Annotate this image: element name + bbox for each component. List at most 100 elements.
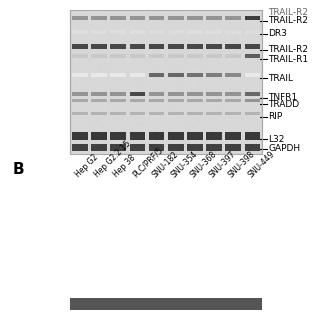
Point	[214, 132, 219, 137]
Point	[196, 74, 201, 79]
Point	[144, 36, 149, 42]
Point	[85, 114, 91, 119]
Point	[209, 145, 214, 150]
Point	[174, 95, 179, 100]
Point	[134, 132, 140, 137]
Point	[144, 79, 149, 84]
Point	[200, 99, 205, 104]
Point	[85, 143, 90, 148]
Point	[183, 77, 188, 83]
Point	[233, 98, 238, 103]
Point	[214, 8, 219, 13]
Point	[164, 45, 169, 50]
Point	[111, 85, 116, 90]
Point	[252, 34, 257, 39]
Point	[123, 29, 128, 34]
Point	[143, 91, 148, 96]
Point	[177, 95, 182, 100]
Point	[151, 68, 156, 73]
Point	[74, 127, 79, 132]
Point	[222, 39, 228, 44]
Point	[70, 36, 76, 42]
Point	[156, 88, 162, 93]
Point	[102, 19, 108, 24]
Point	[195, 31, 200, 36]
Point	[78, 38, 83, 43]
Point	[214, 100, 219, 105]
Point	[197, 122, 203, 127]
Point	[219, 102, 224, 107]
Point	[252, 106, 258, 111]
Point	[139, 121, 144, 126]
Point	[243, 142, 248, 148]
Point	[257, 95, 262, 100]
Point	[120, 111, 125, 116]
Point	[156, 132, 162, 137]
Point	[232, 90, 237, 95]
Point	[120, 144, 125, 149]
Point	[160, 55, 165, 60]
Point	[249, 16, 254, 21]
Point	[100, 58, 105, 63]
Point	[128, 41, 133, 46]
Point	[249, 132, 254, 138]
Point	[135, 68, 140, 73]
Point	[145, 136, 150, 141]
Point	[110, 33, 116, 38]
Point	[115, 33, 120, 38]
Point	[165, 19, 171, 24]
Point	[186, 82, 191, 87]
Point	[100, 144, 105, 149]
Point	[121, 86, 126, 91]
Point	[209, 14, 214, 19]
Point	[215, 117, 220, 123]
Point	[235, 74, 240, 79]
Point	[226, 69, 231, 74]
Point	[183, 34, 188, 39]
Point	[241, 66, 246, 71]
Point	[82, 118, 87, 124]
Point	[88, 89, 93, 94]
Point	[91, 72, 96, 77]
Point	[234, 47, 239, 52]
Point	[244, 67, 249, 72]
Point	[149, 22, 154, 27]
Point	[172, 101, 177, 106]
Point	[190, 46, 195, 51]
Point	[139, 15, 144, 20]
Point	[217, 85, 222, 91]
Point	[106, 15, 111, 20]
Point	[138, 148, 143, 153]
Point	[198, 79, 203, 84]
Point	[155, 103, 160, 108]
Point	[222, 131, 227, 136]
Point	[120, 76, 125, 81]
Point	[124, 52, 129, 58]
Point	[134, 32, 139, 37]
Point	[174, 131, 180, 136]
Point	[106, 63, 111, 68]
Point	[203, 70, 208, 76]
Point	[82, 149, 87, 154]
Point	[212, 149, 217, 154]
Point	[102, 71, 107, 76]
Point	[123, 59, 128, 64]
Point	[217, 67, 222, 72]
Point	[171, 19, 176, 24]
Point	[95, 11, 100, 16]
Point	[193, 142, 198, 147]
Point	[227, 139, 232, 144]
Point	[139, 108, 144, 114]
Point	[184, 22, 189, 27]
Point	[153, 93, 158, 99]
Point	[249, 125, 254, 130]
Point	[251, 121, 256, 126]
Text: GAPDH: GAPDH	[268, 144, 300, 153]
Point	[152, 92, 157, 97]
Point	[92, 139, 98, 144]
Point	[235, 109, 240, 114]
Point	[78, 69, 83, 75]
Point	[215, 58, 220, 63]
Point	[72, 147, 77, 152]
Point	[224, 25, 229, 30]
